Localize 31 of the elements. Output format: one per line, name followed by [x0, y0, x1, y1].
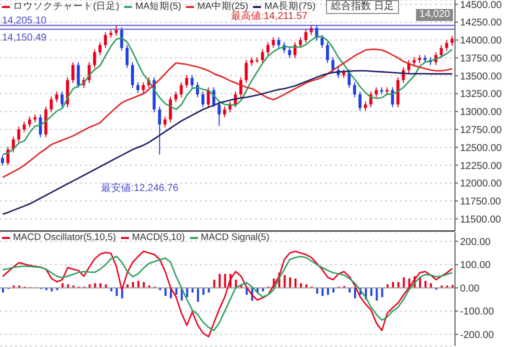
ref-line-label: 14,150.49 [2, 32, 47, 44]
annotation: 最安値:12,246.76 [100, 183, 180, 195]
y-tick-label: 11750.00 [460, 196, 502, 208]
y-tick-label: 12500.00 [460, 142, 502, 154]
annotation: 総合指数 日足 [326, 0, 399, 14]
legend-label: MACD(5,10) [132, 232, 185, 243]
y-tick-label: 12000.00 [460, 178, 502, 190]
y-tick-label: -100.00 [460, 306, 494, 318]
y-tick-label: 14250.00 [460, 18, 502, 29]
legend-label: MA中期(25) [197, 0, 248, 12]
legend-label: MA短期(5) [135, 0, 182, 13]
y-tick-label: 200.00 [460, 236, 492, 248]
y-tick-label: 100.00 [460, 260, 492, 272]
annotation: 14,020 [416, 9, 453, 21]
legend-label: ロウソクチャート(日足) [13, 0, 120, 13]
legend-label: MA長期(75) [264, 0, 316, 12]
y-tick-label: 14500.00 [460, 0, 502, 11]
y-tick-label: -200.00 [460, 330, 494, 341]
y-tick-label: 12250.00 [460, 160, 502, 172]
legend-label: MACD Oscillator(5,10,5) [13, 232, 116, 243]
legend-label: MACD Signal(5) [200, 232, 270, 243]
ref-line-label: 14,205.10 [2, 15, 47, 26]
y-tick-label: 14000.00 [460, 36, 502, 47]
y-tick-label: 12750.00 [460, 124, 502, 136]
y-tick-label: 13250.00 [460, 89, 502, 100]
y-tick-label: 13000.00 [460, 107, 502, 118]
y-tick-label: 0.00 [460, 283, 480, 294]
y-tick-label: 11500.00 [460, 214, 502, 226]
y-tick-label: 13750.00 [460, 53, 502, 64]
y-tick-label: 13500.00 [460, 71, 502, 82]
annotation: 最高値:14,211.57 [230, 10, 308, 22]
